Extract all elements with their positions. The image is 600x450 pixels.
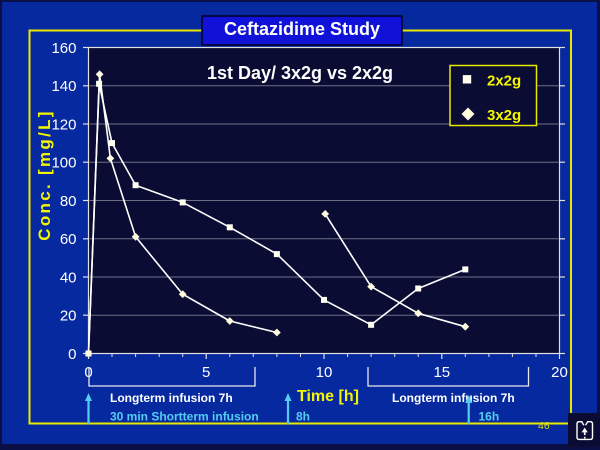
svg-text:16h: 16h [479,410,500,424]
svg-text:80: 80 [60,193,77,210]
svg-text:8h: 8h [296,410,310,424]
svg-text:Ceftazidime Study: Ceftazidime Study [224,19,380,39]
svg-text:30 min Shortterm infusion: 30 min Shortterm infusion [110,410,259,424]
svg-text:0: 0 [68,346,76,363]
svg-text:1st Day/ 3x2g vs 2x2g: 1st Day/ 3x2g vs 2x2g [207,63,393,83]
svg-text:60: 60 [60,231,77,248]
svg-text:20: 20 [551,364,568,381]
svg-text:5: 5 [202,364,210,381]
svg-text:15: 15 [433,364,450,381]
svg-text:20: 20 [60,308,77,325]
svg-text:160: 160 [51,40,76,57]
svg-text:2x2g: 2x2g [487,73,521,90]
svg-text:40: 40 [60,269,77,286]
svg-text:10: 10 [316,364,333,381]
svg-text:100: 100 [51,155,76,172]
svg-text:Longterm infusion 7h: Longterm infusion 7h [110,391,233,405]
svg-text:Time [h]: Time [h] [297,388,359,405]
svg-text:140: 140 [51,78,76,95]
svg-text:3x2g: 3x2g [487,107,521,124]
svg-text:Conc. [mg/L]: Conc. [mg/L] [35,109,54,240]
svg-text:Longterm infusion 7h: Longterm infusion 7h [392,391,515,405]
svg-text:46: 46 [538,420,550,432]
svg-text:120: 120 [51,116,76,133]
